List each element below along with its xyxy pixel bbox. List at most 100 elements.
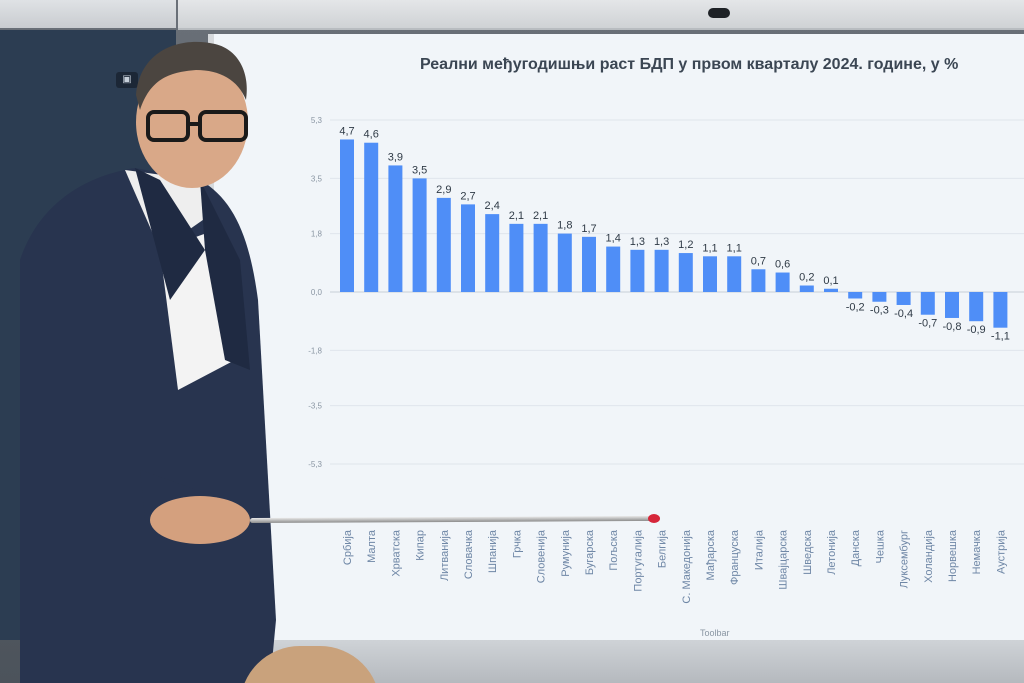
x-category-label: Малта	[366, 529, 378, 563]
bar	[703, 256, 717, 292]
data-label: -0,2	[846, 301, 865, 313]
webcam-icon	[708, 8, 730, 18]
data-label: 1,1	[727, 242, 742, 254]
data-label: 1,8	[557, 220, 572, 232]
presentation-screen	[208, 34, 1024, 646]
left-display-frame	[0, 0, 176, 28]
data-label: 4,7	[339, 125, 354, 137]
data-label: -0,9	[967, 324, 986, 336]
data-label: 0,6	[775, 259, 790, 271]
data-label: 1,3	[630, 236, 645, 248]
y-tick-label: -1,8	[308, 346, 322, 355]
bar	[412, 178, 427, 292]
y-tick-label: 3,5	[311, 174, 323, 183]
camera-icon: ▣	[116, 72, 138, 88]
bar	[436, 197, 451, 292]
x-category-label: Белгија	[657, 529, 669, 568]
bar	[388, 165, 403, 292]
data-label: -0,8	[943, 321, 962, 333]
data-label: 2,4	[485, 200, 500, 212]
data-label: 0,2	[799, 272, 814, 284]
bar	[848, 292, 863, 299]
bar	[751, 269, 766, 292]
data-label: 1,7	[581, 223, 596, 235]
x-category-label: С. Македонија	[681, 529, 693, 603]
toolbar-hint: Toolbar	[700, 628, 730, 638]
data-label: 1,1	[702, 242, 717, 254]
bar	[775, 272, 790, 292]
x-category-label: Бугарска	[584, 529, 596, 575]
bar	[533, 223, 548, 292]
data-label: -1,1	[991, 331, 1010, 343]
bar	[799, 285, 814, 292]
x-category-label: Француска	[729, 529, 741, 585]
bar	[920, 292, 935, 315]
x-category-label: Пољска	[608, 529, 620, 571]
x-category-label: Шпанија	[487, 529, 499, 573]
data-label: 1,2	[678, 239, 693, 251]
data-label: 2,1	[509, 210, 524, 222]
x-category-label: Србија	[342, 529, 354, 565]
data-label: 2,7	[460, 190, 475, 202]
y-tick-label: 1,8	[311, 230, 323, 239]
bar	[824, 288, 838, 292]
bar	[509, 223, 524, 292]
bar	[582, 236, 596, 292]
x-category-label: Португалија	[632, 529, 644, 591]
x-category-label: Холандија	[923, 529, 935, 583]
laser-pointer-tip	[648, 514, 660, 523]
x-category-label: Немачка	[971, 529, 983, 574]
y-tick-label: 5,3	[311, 116, 323, 125]
data-label: -0,3	[870, 305, 889, 317]
y-tick-label: -3,5	[308, 402, 322, 411]
x-category-label: Кипар	[415, 530, 427, 561]
x-category-label: Словенија	[536, 529, 548, 583]
x-category-label: Летонија	[826, 529, 838, 575]
bar	[630, 249, 645, 292]
bar	[485, 214, 500, 292]
bar	[993, 292, 1008, 328]
data-label: 4,6	[364, 129, 379, 141]
bar	[606, 246, 621, 292]
bar	[872, 292, 887, 302]
chart-title: Реални међугодишњи раст БДП у првом квар…	[420, 56, 959, 73]
bar	[945, 292, 959, 318]
x-category-label: Литванија	[439, 529, 451, 581]
data-label: 0,7	[751, 255, 766, 267]
data-label: 2,9	[436, 184, 451, 196]
bar	[654, 249, 669, 292]
x-category-label: Луксембург	[899, 530, 911, 588]
board-top-frame	[178, 0, 1024, 30]
data-label: 3,9	[388, 151, 403, 163]
data-label: 1,4	[606, 233, 621, 245]
data-label: -0,7	[918, 318, 937, 330]
x-category-label: Грчка	[511, 529, 523, 558]
x-category-label: Мађарска	[705, 529, 717, 580]
x-category-label: Шведска	[802, 529, 814, 575]
x-category-label: Данска	[850, 529, 862, 566]
bar	[727, 256, 742, 292]
bar	[461, 204, 475, 292]
y-tick-label: -5,3	[308, 460, 322, 469]
data-label: 3,5	[412, 164, 427, 176]
x-category-label: Румунија	[560, 529, 572, 577]
bar	[678, 253, 693, 292]
bar	[364, 142, 379, 292]
data-label: 2,1	[533, 210, 548, 222]
x-category-label: Хрватска	[390, 529, 402, 577]
y-tick-label: 0,0	[311, 288, 323, 297]
x-category-label: Аустрија	[995, 529, 1007, 574]
bar	[557, 233, 572, 292]
data-label: -0,4	[894, 308, 913, 320]
data-label: 1,3	[654, 236, 669, 248]
x-category-label: Италија	[753, 529, 765, 570]
bar	[969, 292, 984, 322]
bar	[340, 139, 354, 292]
x-category-label: Чешка	[874, 529, 886, 563]
x-category-label: Норвешка	[947, 529, 959, 582]
data-label: 0,1	[823, 275, 838, 287]
bar	[896, 292, 911, 305]
x-category-label: Словачка	[463, 529, 475, 579]
x-category-label: Швајцарска	[778, 529, 790, 589]
